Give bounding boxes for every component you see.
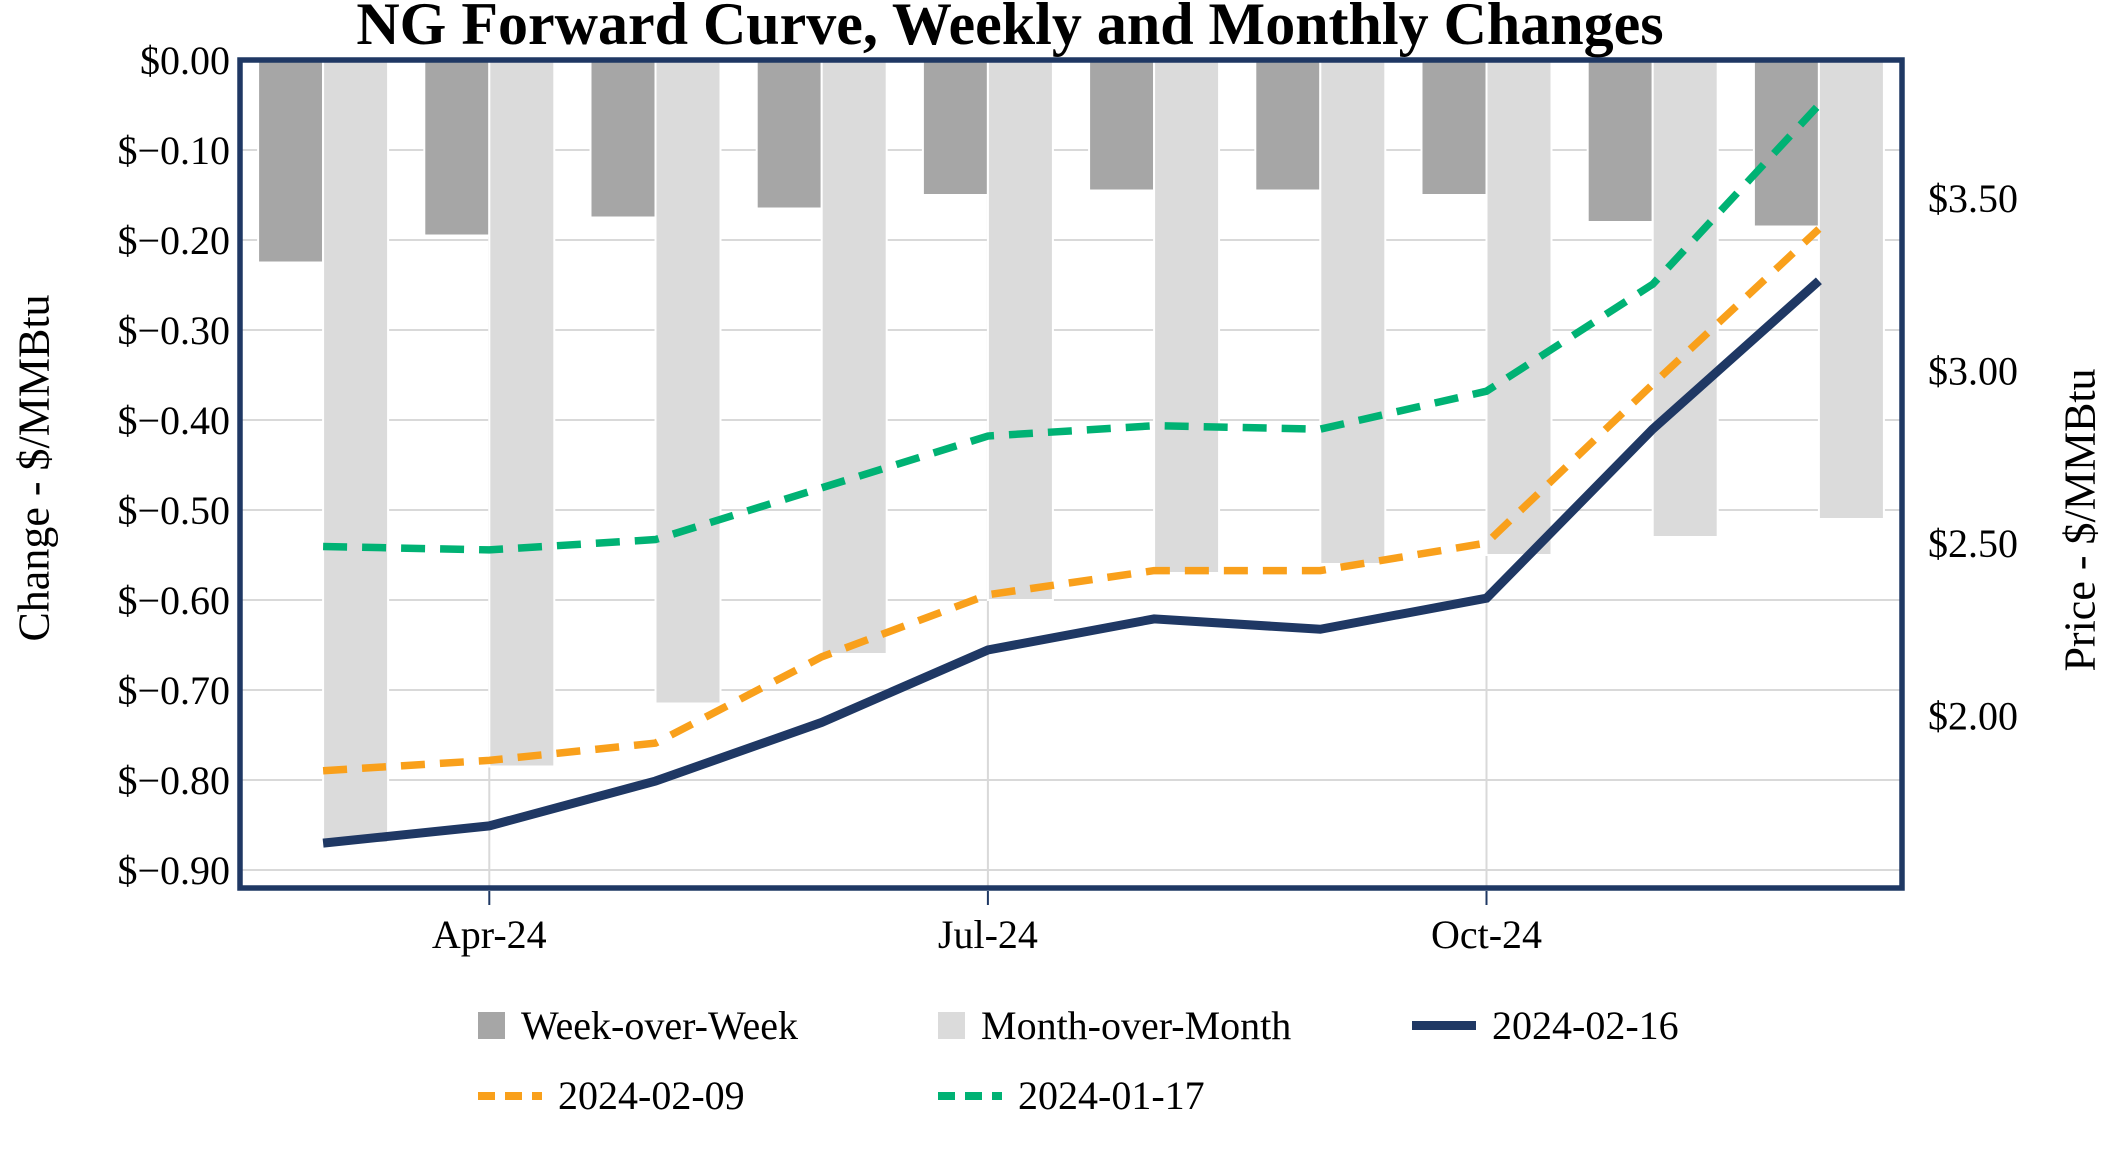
tick-label: $0.00: [140, 38, 230, 83]
tick-label: $−0.50: [117, 488, 230, 533]
tick-label: $3.00: [1928, 349, 2018, 394]
bar-month-over-month: [322, 59, 390, 844]
bar-month-over-month: [986, 59, 1054, 601]
bar-week-over-week: [589, 59, 657, 219]
tick-label: Apr-24: [432, 912, 547, 957]
line-2024-01-17: [323, 102, 1822, 554]
tick-label: $−0.90: [117, 848, 230, 893]
legend-label: Week-over-Week: [521, 1003, 799, 1048]
legend-label: 2024-02-16: [1492, 1003, 1679, 1048]
tick-label: $3.50: [1928, 176, 2018, 221]
bar-month-over-month: [654, 59, 722, 705]
dashed-line-swatch-icon: [938, 1091, 1002, 1100]
bar-month-over-month: [1485, 59, 1553, 556]
bar-month-over-month: [1651, 59, 1719, 538]
dashed-line-swatch-icon: [478, 1091, 542, 1100]
tick-label: $2.00: [1928, 694, 2018, 739]
tick-label: Jul-24: [938, 912, 1038, 957]
bar-week-over-week: [1586, 59, 1654, 223]
legend-item-2024-02-09: 2024-02-09: [478, 1072, 745, 1119]
bar-month-over-month: [1319, 59, 1387, 565]
tick-label: $2.50: [1928, 521, 2018, 566]
tick-label: $−0.40: [117, 398, 230, 443]
bar-week-over-week: [257, 59, 325, 264]
bar-month-over-month: [488, 59, 556, 768]
bar-month-over-month: [820, 59, 888, 655]
bar-month-over-month: [1817, 59, 1885, 520]
legend-label: 2024-02-09: [558, 1073, 745, 1118]
legend-item-2024-02-16: 2024-02-16: [1412, 1002, 1679, 1049]
tick-label: $−0.60: [117, 578, 230, 623]
month-over-month-swatch-icon: [938, 1012, 965, 1039]
lines: [322, 102, 1822, 848]
legend-label: Month-over-Month: [981, 1003, 1292, 1048]
legend-item-month-over-month: Month-over-Month: [938, 1002, 1291, 1049]
tick-label: Oct-24: [1431, 912, 1542, 957]
tick-label: $−0.70: [117, 668, 230, 713]
bar-week-over-week: [1254, 59, 1322, 192]
line-2024-02-09: [322, 226, 1822, 775]
bar-week-over-week: [1420, 59, 1488, 196]
tick-label: $−0.80: [117, 758, 230, 803]
tick-label: $−0.30: [117, 308, 230, 353]
solid-line-swatch-icon: [1412, 1021, 1476, 1030]
bar-month-over-month: [1153, 59, 1221, 574]
line-2024-02-16: [322, 277, 1822, 848]
week-over-week-swatch-icon: [478, 1012, 505, 1039]
legend-item-2024-01-17: 2024-01-17: [938, 1072, 1205, 1119]
bar-week-over-week: [921, 59, 989, 196]
tick-label: $−0.20: [117, 218, 230, 263]
legend-item-week-over-week: Week-over-Week: [478, 1002, 798, 1049]
bar-week-over-week: [755, 59, 823, 210]
chart-title: NG Forward Curve, Weekly and Monthly Cha…: [356, 0, 1664, 57]
bar-week-over-week: [423, 59, 491, 237]
tick-label: $−0.10: [117, 128, 230, 173]
bars: [257, 59, 1885, 844]
plot-border: [237, 57, 1905, 891]
bar-week-over-week: [1088, 59, 1156, 192]
axis-labels: $0.00 $−0.10 $−0.20 $−0.30 $−0.40 $−0.50 $−0.6…: [117, 38, 2018, 957]
legend-label: 2024-01-17: [1018, 1073, 1205, 1118]
